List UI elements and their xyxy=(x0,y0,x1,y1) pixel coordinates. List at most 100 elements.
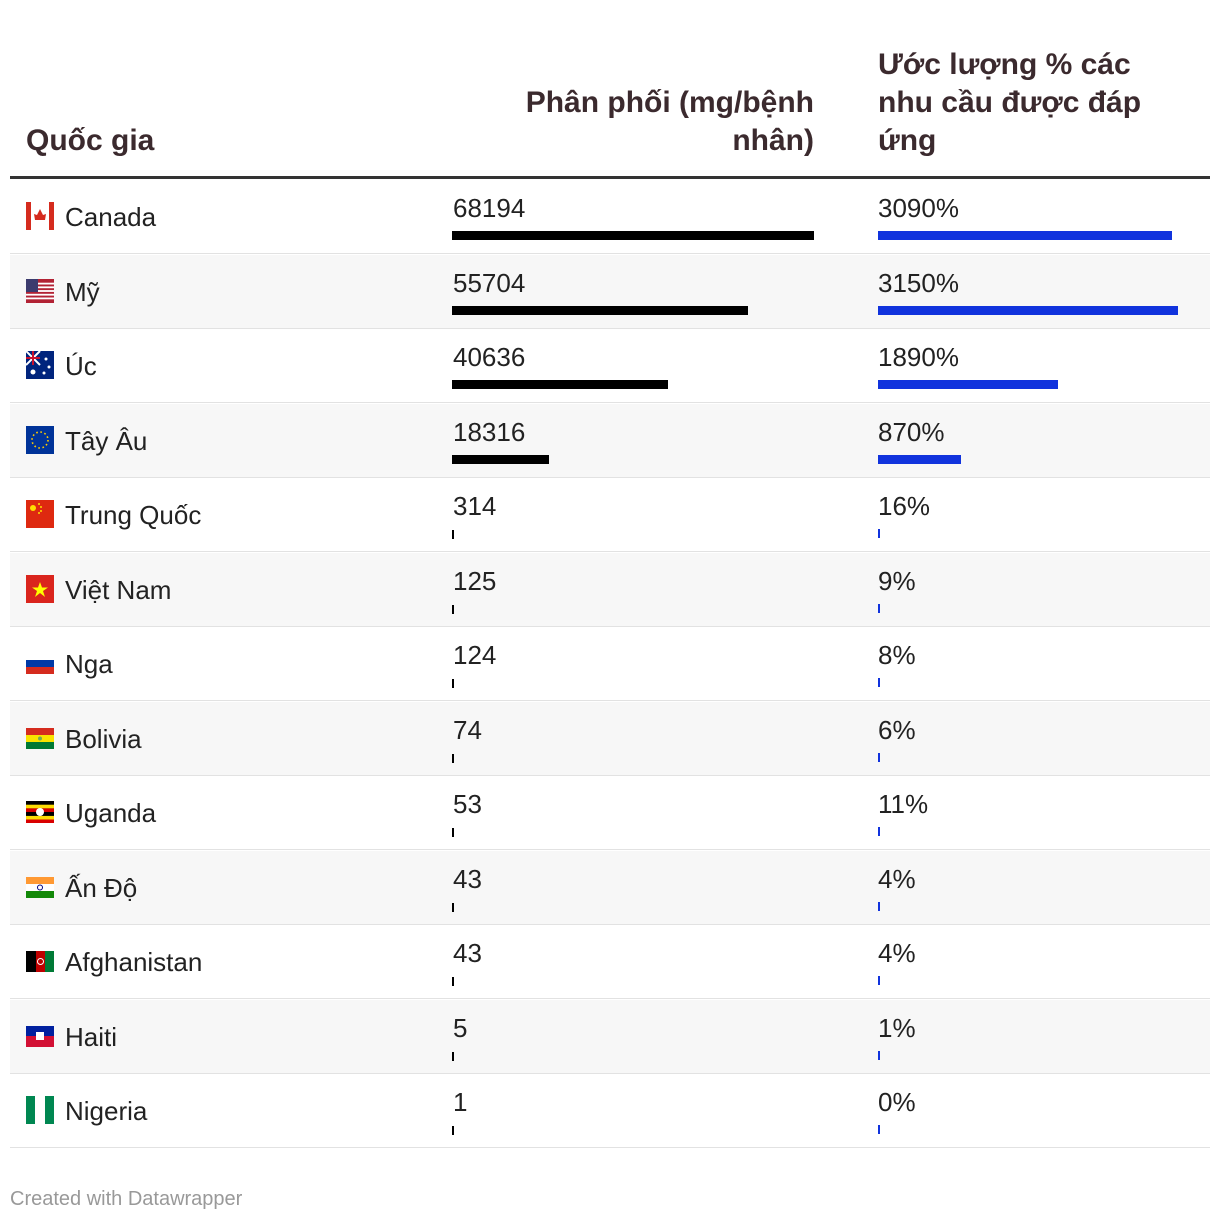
country-name: Nigeria xyxy=(65,1096,148,1126)
country-name: Việt Nam xyxy=(65,574,172,605)
percent-value: 1890% xyxy=(878,342,959,372)
flag-icon xyxy=(25,350,54,379)
percent-bar xyxy=(878,1125,880,1134)
flag-icon xyxy=(26,1022,54,1050)
flag-icon xyxy=(26,873,54,901)
country-name: Uganda xyxy=(65,798,157,828)
percent-bar xyxy=(878,529,880,538)
header-distribution: Phân phối (mg/bệnh nhân) xyxy=(525,86,814,157)
country-name: Tây Âu xyxy=(65,425,148,456)
flag xyxy=(26,500,54,528)
distribution-value: 74 xyxy=(453,714,482,745)
distribution-value: 125 xyxy=(453,565,497,596)
percent-bar xyxy=(878,976,880,985)
flag xyxy=(26,425,54,454)
percent-bar xyxy=(878,827,880,836)
percent-value: 4% xyxy=(878,938,916,968)
percent-bar xyxy=(878,603,880,613)
country-name: Haiti xyxy=(65,1021,118,1052)
distribution-bar xyxy=(452,1051,454,1061)
percent-bar xyxy=(878,454,961,464)
flag xyxy=(26,202,54,230)
distribution-bar xyxy=(452,679,454,688)
flag xyxy=(26,727,54,749)
distribution-value: 53 xyxy=(453,789,482,819)
flag-icon xyxy=(26,500,54,528)
flag xyxy=(26,1096,54,1124)
flag xyxy=(26,653,54,674)
percent-value: 16% xyxy=(878,491,931,521)
percent-bar xyxy=(878,380,1058,389)
distribution-value: 5 xyxy=(453,1012,468,1043)
distribution-value: 18316 xyxy=(453,416,526,447)
table-row: Tây Âu 18316 870% xyxy=(10,403,1210,478)
flag-icon xyxy=(26,798,54,826)
header-country: Quốc gia xyxy=(26,124,155,157)
flag xyxy=(26,876,54,898)
header-percent: Ước lượng % các nhu cầu được đáp ứng xyxy=(878,48,1142,157)
table-row: Mỹ 55704 3150% xyxy=(10,254,1210,329)
country-name: Trung Quốc xyxy=(65,500,202,530)
table-row: Trung Quốc 314 16% xyxy=(10,478,1210,552)
distribution-bar xyxy=(452,380,668,389)
header-rule xyxy=(10,176,1210,179)
percent-value: 1% xyxy=(878,1012,916,1043)
distribution-bar xyxy=(452,604,454,614)
percent-value: 870% xyxy=(878,416,945,447)
percent-value: 9% xyxy=(878,565,916,596)
percent-bar xyxy=(878,752,880,762)
distribution-value: 55704 xyxy=(453,267,526,298)
flag-icon xyxy=(26,202,54,230)
table-row: Nga 124 8% xyxy=(10,627,1210,701)
percent-bar xyxy=(878,1050,880,1060)
table-row: Haiti 5 1% xyxy=(10,999,1210,1074)
distribution-value: 314 xyxy=(453,491,497,521)
flag xyxy=(26,801,54,823)
table-row: Nigeria 1 0% xyxy=(10,1074,1210,1148)
percent-value: 3150% xyxy=(878,267,959,298)
distribution-bar xyxy=(452,454,550,464)
footer: Created with Datawrapper xyxy=(10,1188,243,1210)
table-row: Bolivia 74 6% xyxy=(10,701,1210,776)
flag-icon xyxy=(26,947,54,975)
distribution-value: 124 xyxy=(453,640,497,670)
table-row: Uganda 53 11% xyxy=(10,776,1210,850)
flag xyxy=(26,951,54,972)
flag-icon xyxy=(26,1096,54,1124)
distribution-value: 43 xyxy=(453,938,482,968)
table-row: Afghanistan 43 4% xyxy=(10,925,1210,999)
country-name: Canada xyxy=(65,202,157,232)
country-name: Úc xyxy=(65,351,97,381)
flag xyxy=(26,1025,54,1047)
table-row: Canada 68194 3090% xyxy=(10,180,1210,254)
percent-value: 0% xyxy=(878,1087,916,1117)
flag-icon xyxy=(26,574,54,603)
country-name: Mỹ xyxy=(65,276,100,307)
distribution-bar xyxy=(452,305,748,315)
percent-value: 8% xyxy=(878,640,916,670)
distribution-bar xyxy=(452,1126,454,1135)
percent-bar xyxy=(878,305,1178,315)
percent-value: 11% xyxy=(878,789,929,819)
percent-bar xyxy=(878,901,880,911)
table-row: Ấn Độ 43 4% xyxy=(10,850,1210,925)
distribution-bar xyxy=(452,902,454,912)
percent-bar xyxy=(878,231,1173,240)
table-row: Việt Nam 125 9% xyxy=(10,552,1210,627)
percent-value: 6% xyxy=(878,714,916,745)
distribution-bar xyxy=(452,753,454,763)
percent-value: 4% xyxy=(878,863,916,894)
distribution-bar xyxy=(452,530,454,539)
distribution-value: 68194 xyxy=(453,193,526,223)
country-name: Ấn Độ xyxy=(65,872,138,903)
distribution-bar xyxy=(452,231,814,240)
distribution-value: 40636 xyxy=(453,342,526,372)
country-name: Bolivia xyxy=(65,723,142,754)
distribution-bar xyxy=(452,977,454,986)
flag-icon xyxy=(26,425,54,454)
percent-value: 3090% xyxy=(878,193,959,223)
distribution-bar xyxy=(452,828,454,837)
flag-icon xyxy=(26,277,54,305)
distribution-value: 1 xyxy=(453,1087,468,1117)
